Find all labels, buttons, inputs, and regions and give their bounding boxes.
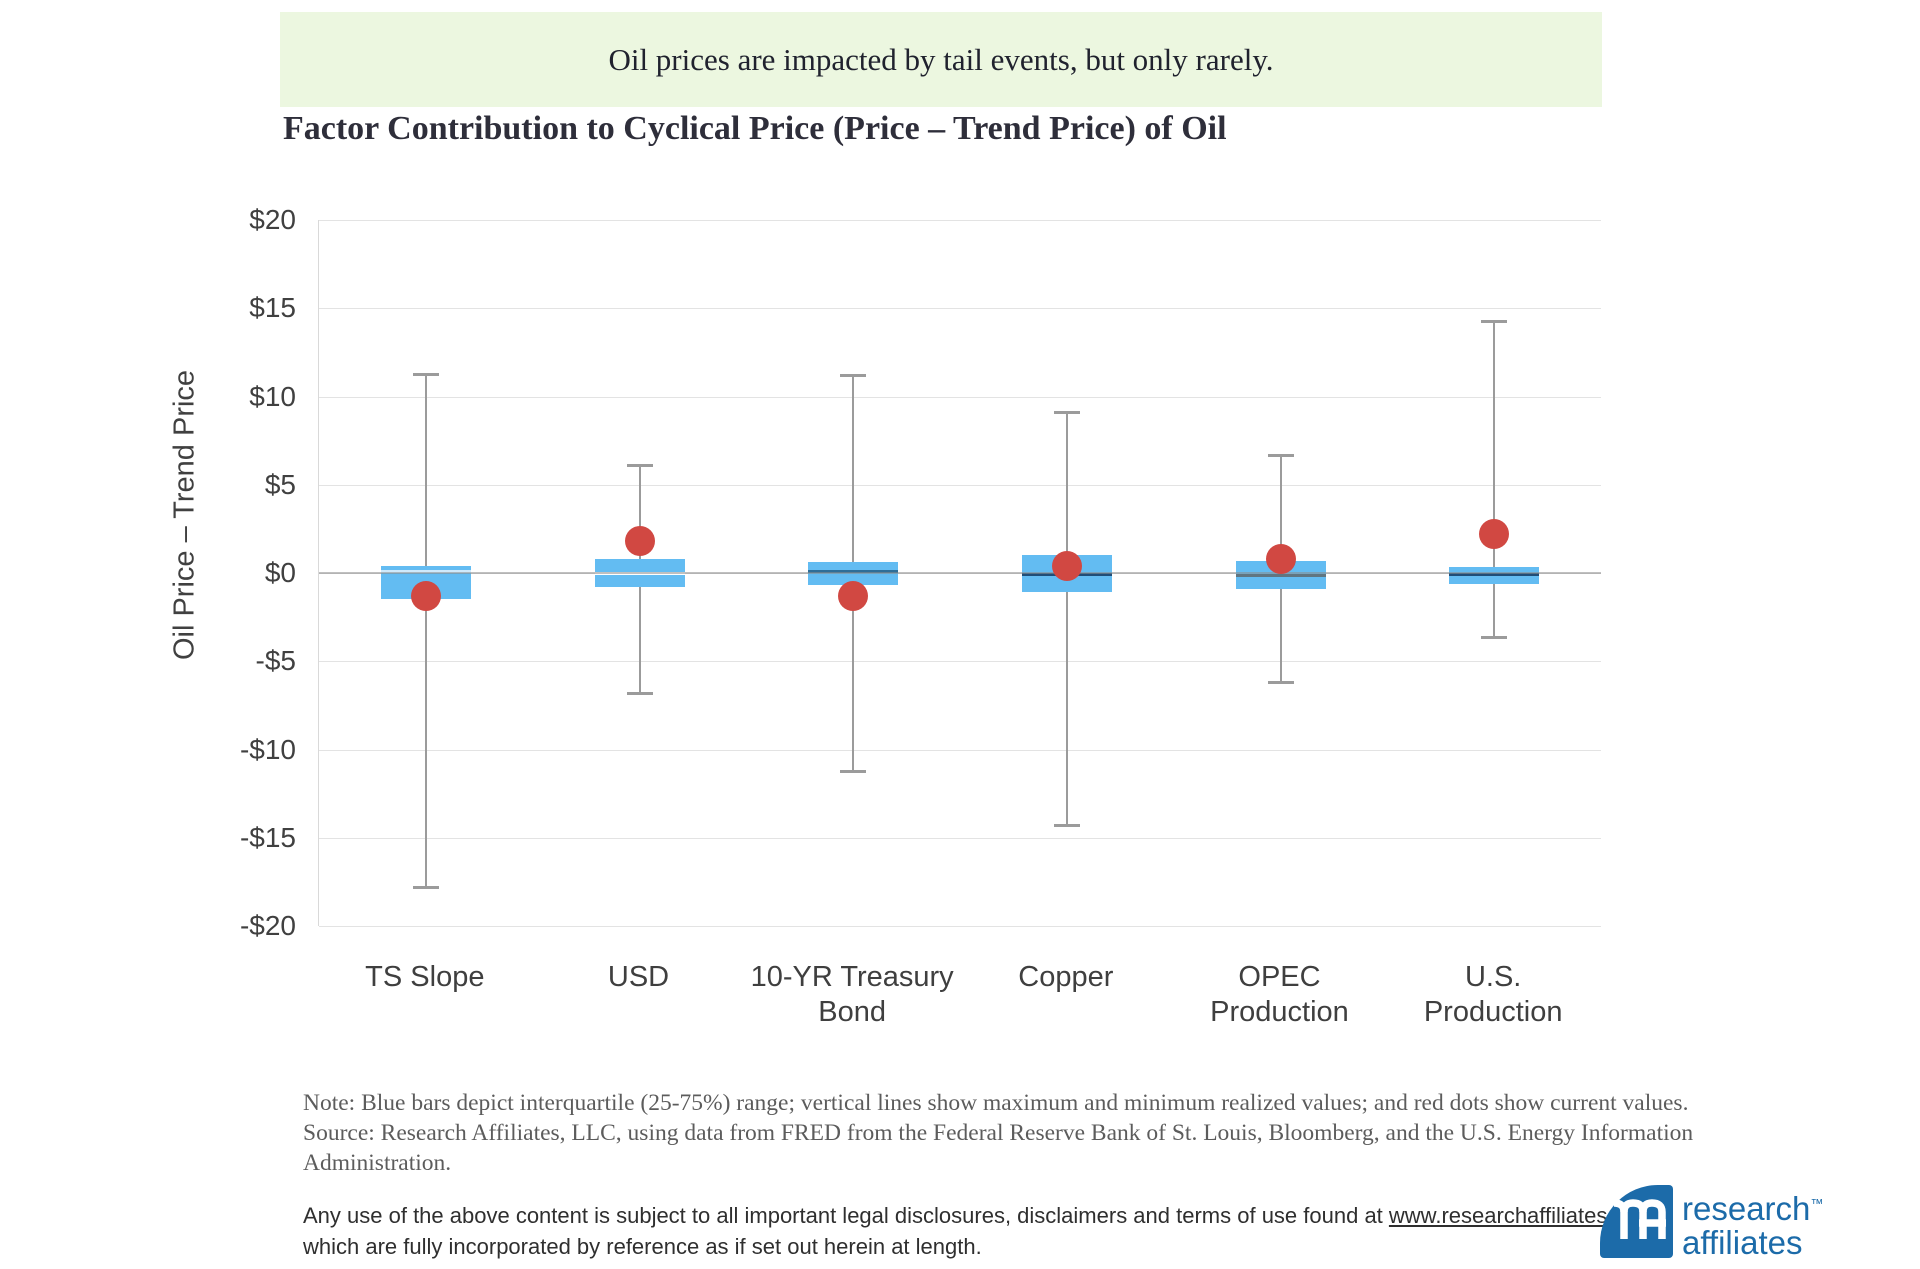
whisker-cap-min: [1053, 824, 1080, 828]
y-tick-label: -$10: [239, 733, 296, 765]
current-value-dot: [1051, 550, 1082, 581]
gridline: [319, 308, 1601, 310]
source-note: Note: Blue bars depict interquartile (25…: [303, 1090, 1694, 1176]
x-axis-label: U.S. Production: [1423, 961, 1563, 1028]
x-axis-label: TS Slope: [365, 961, 485, 993]
gridline: [319, 926, 1601, 927]
gridline: [319, 837, 1601, 839]
current-value-dot: [838, 580, 869, 611]
logo-line1: research: [1682, 1190, 1811, 1227]
whisker-line: [1065, 412, 1068, 826]
y-tick-label: $15: [249, 292, 296, 324]
x-axis-label: USD: [607, 961, 670, 993]
current-value-dot: [624, 526, 655, 557]
y-tick-label: $0: [264, 557, 296, 588]
y-tick-label: -$5: [255, 645, 296, 677]
headline-text: Oil prices are impacted by tail events, …: [608, 41, 1274, 77]
gridline: [319, 661, 1601, 663]
whisker-line: [424, 373, 427, 888]
whisker-line: [1493, 320, 1496, 637]
median-line: [808, 569, 899, 573]
whisker-cap-max: [1481, 319, 1508, 323]
chart-title: Factor Contribution to Cyclical Price (P…: [283, 110, 1227, 147]
ra-monogram-icon: [1613, 1199, 1666, 1239]
y-tick-label: $5: [264, 468, 296, 500]
whisker-cap-min: [1267, 681, 1294, 685]
y-axis-tick-labels: $20 $15 $10 $5 $0 -$5 -$10 -$15 -$20: [150, 0, 296, 1269]
y-tick-label: $20: [249, 204, 296, 235]
zero-gridline-overlay: [319, 572, 1601, 574]
whisker-cap-max: [840, 374, 867, 378]
x-axis-label: 10-YR Treasury Bond: [750, 961, 954, 1028]
median-line: [1449, 573, 1540, 577]
current-value-dot: [1479, 519, 1510, 550]
median-line: [1235, 574, 1326, 578]
whisker-cap-min: [626, 692, 653, 696]
gridline: [319, 484, 1601, 486]
logo-tm: ™: [1810, 1196, 1824, 1211]
x-axis-label: OPEC Production: [1210, 961, 1349, 1028]
y-tick-label: $10: [249, 380, 296, 412]
current-value-dot: [1265, 543, 1296, 574]
gridline: [319, 220, 1601, 221]
y-tick-label: -$15: [239, 821, 296, 853]
legal-text-before: Any use of the above content is subject …: [303, 1203, 1389, 1228]
logo-text: research™ affiliates: [1682, 1187, 1823, 1260]
logo-line2: affiliates: [1682, 1224, 1803, 1261]
whisker-cap-max: [412, 372, 439, 376]
gridline: [319, 749, 1601, 751]
y-tick-label: -$20: [239, 910, 296, 941]
research-affiliates-logo: research™ affiliates: [1600, 1185, 1823, 1260]
legal-text-after: , which are fully incorporated by refere…: [303, 1203, 1661, 1259]
legal-disclaimer: Any use of the above content is subject …: [303, 1200, 1693, 1262]
x-axis-label: Copper: [1018, 961, 1114, 993]
whisker-cap-min: [840, 769, 867, 773]
whisker-cap-min: [1481, 635, 1508, 639]
logo-mark-icon: [1600, 1185, 1673, 1258]
whisker-cap-max: [1267, 453, 1294, 457]
whisker-cap-max: [626, 464, 653, 468]
box-whisker-chart: [318, 220, 1601, 927]
gridline: [319, 396, 1601, 398]
whisker-cap-max: [1053, 411, 1080, 415]
median-line: [380, 569, 471, 573]
current-value-dot: [410, 580, 441, 611]
headline-banner: Oil prices are impacted by tail events, …: [280, 12, 1602, 107]
whisker-cap-min: [412, 886, 439, 890]
